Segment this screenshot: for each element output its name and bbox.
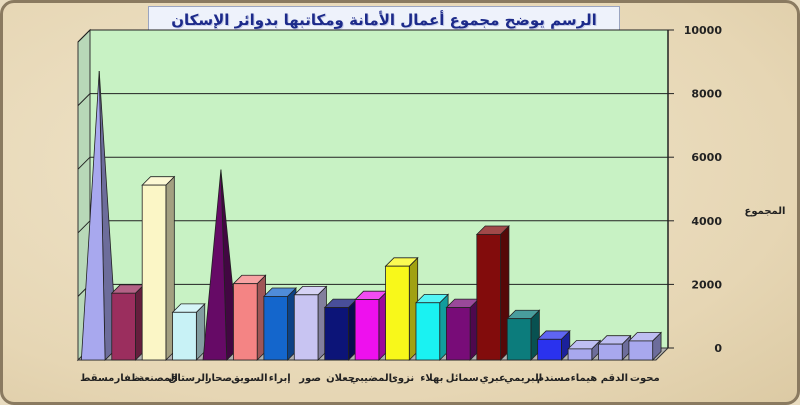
x-tick-label: المضيبي bbox=[350, 373, 392, 384]
x-tick-label: مسندم bbox=[537, 373, 571, 384]
y-axis-label: المجموع bbox=[745, 206, 786, 217]
gridline-side bbox=[77, 93, 91, 106]
gridline-side bbox=[77, 29, 91, 43]
x-tick-label: المصنعة bbox=[138, 373, 178, 384]
x-tick-label: عبري bbox=[480, 373, 506, 384]
x-tick-label: البريمي bbox=[504, 373, 542, 384]
y-tick-label: 6000 bbox=[691, 151, 722, 164]
bar bbox=[598, 343, 623, 361]
bar bbox=[354, 299, 380, 361]
x-tick-label: محوت bbox=[630, 373, 660, 384]
bar bbox=[506, 318, 532, 361]
x-tick-label: صحار bbox=[205, 373, 232, 384]
bar bbox=[445, 307, 471, 361]
bar bbox=[476, 233, 501, 361]
x-tick-label: نزوى bbox=[389, 373, 414, 384]
y-tick-label: 8000 bbox=[691, 88, 722, 101]
bar bbox=[111, 292, 136, 361]
bar bbox=[415, 302, 441, 361]
bar bbox=[263, 295, 289, 361]
x-tick-label: بهلاء bbox=[420, 373, 443, 384]
x-tick-label: صور bbox=[298, 373, 321, 384]
x-tick-label: الرستاق bbox=[168, 373, 208, 384]
x-tick-label: إبراء bbox=[269, 373, 291, 384]
bar bbox=[233, 283, 258, 361]
x-tick-label: جعلان bbox=[326, 373, 355, 384]
gridline-side bbox=[77, 220, 91, 234]
bar bbox=[567, 348, 593, 361]
y-tick-label: 2000 bbox=[691, 278, 722, 291]
bar bbox=[628, 340, 654, 361]
x-tick-label: هيماء bbox=[571, 373, 598, 384]
bar bbox=[537, 338, 562, 361]
x-tick-label: ظفار bbox=[114, 373, 141, 384]
gridline-side bbox=[77, 156, 91, 170]
bar bbox=[293, 294, 319, 361]
y-tick-label: 4000 bbox=[691, 215, 722, 228]
bar bbox=[80, 70, 106, 361]
bar bbox=[385, 265, 410, 361]
bar bbox=[172, 311, 197, 361]
x-tick-label: السويق bbox=[231, 373, 267, 384]
bar bbox=[324, 307, 349, 361]
x-tick-label: سمائل bbox=[446, 373, 479, 384]
y-tick-label: 0 bbox=[714, 342, 722, 355]
y-tick-label: 10000 bbox=[684, 24, 723, 37]
bar bbox=[141, 184, 167, 361]
bar bbox=[202, 169, 228, 361]
x-tick-label: مسقط bbox=[80, 373, 114, 384]
x-tick-label: الدقم bbox=[601, 373, 628, 384]
